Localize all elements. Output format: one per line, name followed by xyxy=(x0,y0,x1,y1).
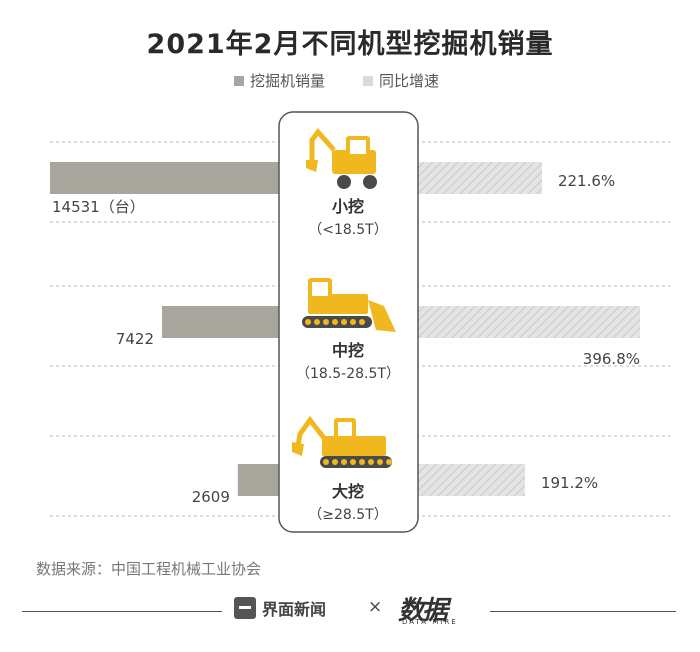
mini-excavator-icon xyxy=(306,128,377,189)
sales-bar-1 xyxy=(162,306,279,338)
brand-datamire-sub: DATA MIRE xyxy=(402,618,458,626)
mini-excavator-bucket xyxy=(306,160,318,172)
mini-excavator-window xyxy=(350,140,366,154)
excavator-window xyxy=(338,422,352,436)
mini-excavator-wheel-b xyxy=(363,175,377,189)
brand-datamire-label: 数据 xyxy=(398,596,448,626)
mini-excavator-wheel-a xyxy=(337,175,351,189)
growth-label-1: 396.8% xyxy=(583,350,640,368)
category-range-1: （18.5-28.5T） xyxy=(296,366,400,382)
brand-jiemian: 界面新闻 xyxy=(234,596,326,620)
excavator-wheel-4 xyxy=(359,459,365,465)
bulldozer-blade xyxy=(368,300,396,332)
legend-swatch-sales xyxy=(234,75,244,86)
growth-label-2: 191.2% xyxy=(541,474,598,492)
bulldozer-wheel-5 xyxy=(350,319,356,325)
brand-jiemian-label: 界面新闻 xyxy=(262,600,327,619)
footer-divider-right xyxy=(490,611,676,612)
excavator-wheel-2 xyxy=(341,459,347,465)
legend-item-sales: 挖掘机销量 xyxy=(234,70,325,91)
growth-bar-1 xyxy=(418,306,640,338)
legend-item-growth: 同比增速 xyxy=(363,70,439,91)
chart-legend: 挖掘机销量 同比增速 xyxy=(234,70,467,91)
bulldozer-wheel-1 xyxy=(314,319,320,325)
data-source: 数据来源：中国工程机械工业协会 xyxy=(36,560,262,578)
sales-bar-2 xyxy=(237,464,279,496)
legend-swatch-growth xyxy=(363,75,374,86)
footer-divider-left xyxy=(22,611,222,612)
category-range-2: （≥28.5T） xyxy=(308,507,387,523)
bulldozer-wheel-6 xyxy=(359,319,365,325)
bulldozer-wheel-3 xyxy=(332,319,338,325)
brand-datamire: 数据 DATA MIRE xyxy=(398,590,478,626)
bulldozer-wheel-0 xyxy=(305,319,311,325)
growth-label-0: 221.6% xyxy=(558,172,615,190)
category-name-0: 小挖 xyxy=(332,197,364,216)
footer: 界面新闻 × 数据 DATA MIRE xyxy=(0,594,700,626)
growth-bar-2 xyxy=(418,464,525,496)
bulldozer-window xyxy=(312,282,328,296)
bulldozer-wheel-4 xyxy=(341,319,347,325)
category-range-0: （<18.5T） xyxy=(308,222,387,238)
category-name-1: 中挖 xyxy=(332,341,364,360)
brand-separator: × xyxy=(368,597,383,617)
excavator-bulldozer-icon xyxy=(292,415,392,468)
bulldozer-icon xyxy=(302,278,396,332)
sales-label-1: 7422 xyxy=(116,330,154,348)
category-name-2: 大挖 xyxy=(332,482,364,501)
sales-label-2: 2609 xyxy=(192,488,230,506)
legend-label-growth: 同比增速 xyxy=(379,72,440,90)
sales-label-0: 14531（台） xyxy=(52,198,145,216)
sales-bar-0 xyxy=(50,162,279,194)
excavator-arm xyxy=(295,415,326,447)
chart-title: 2021年2月不同机型挖掘机销量 xyxy=(146,29,554,60)
excavator-wheel-3 xyxy=(350,459,356,465)
excavator-wheel-0 xyxy=(323,459,329,465)
excavator-wheel-1 xyxy=(332,459,338,465)
bulldozer-body xyxy=(308,294,368,314)
excavator-wheel-6 xyxy=(377,459,383,465)
excavator-body xyxy=(322,436,386,456)
excavator-wheel-5 xyxy=(368,459,374,465)
growth-bar-0 xyxy=(418,162,542,194)
jiemian-logo-icon xyxy=(234,597,256,619)
legend-label-sales: 挖掘机销量 xyxy=(250,72,326,90)
mini-excavator-arm xyxy=(309,128,336,160)
excavator-bucket xyxy=(292,442,304,456)
excavator-wheel-7 xyxy=(386,459,392,465)
bulldozer-wheel-2 xyxy=(323,319,329,325)
